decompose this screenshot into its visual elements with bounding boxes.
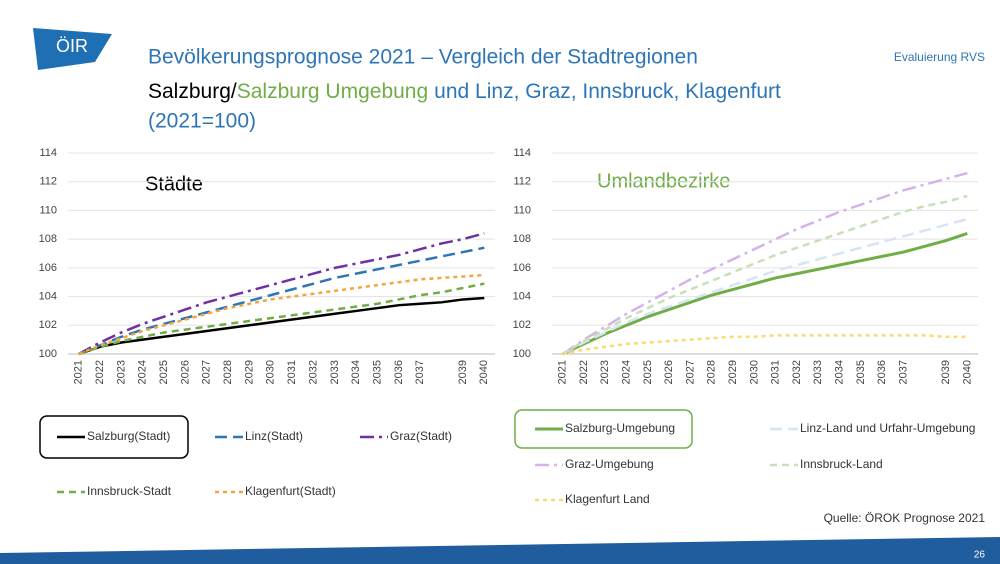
x-tick-label: 2033 <box>812 360 824 384</box>
y-tick-label: 112 <box>39 176 57 188</box>
y-tick-label: 106 <box>39 262 57 274</box>
y-tick-label: 106 <box>513 262 531 274</box>
y-tick-label: 110 <box>513 204 531 216</box>
source: Quelle: ÖROK Prognose 2021 <box>824 511 986 525</box>
x-tick-label: 2027 <box>201 360 213 384</box>
x-tick-label: 2039 <box>940 360 952 384</box>
series-line <box>562 334 968 356</box>
chart-title: Städte <box>145 173 203 195</box>
y-tick-label: 110 <box>39 204 57 216</box>
subtitle-part: und Linz, Graz, Innsbruck, Klagenfurt <box>434 80 781 103</box>
x-tick-label: 2028 <box>222 360 234 384</box>
x-tick-label: 2026 <box>179 360 191 384</box>
x-tick-label: 2039 <box>457 360 469 384</box>
slide-title: Bevölkerungsprognose 2021 – Vergleich de… <box>148 46 698 69</box>
x-tick-label: 2031 <box>286 360 298 384</box>
legend-highlight <box>39 415 189 459</box>
x-tick-label: 2021 <box>557 360 569 384</box>
x-tick-label: 2032 <box>791 360 803 384</box>
x-tick-label: 2033 <box>329 360 341 384</box>
x-tick-label: 2040 <box>961 360 973 384</box>
y-tick-label: 114 <box>39 147 57 159</box>
legend-label: Klagenfurt(Stadt) <box>245 484 336 498</box>
x-tick-label: 2035 <box>855 360 867 384</box>
legend-label: Graz-Umgebung <box>565 457 654 471</box>
legend-label: Salzburg-Umgebung <box>565 421 675 435</box>
y-tick-label: 102 <box>39 319 57 331</box>
x-tick-label: 2024 <box>137 360 149 384</box>
series-line <box>78 246 485 356</box>
slide-subtitle-line2: (2021=100) <box>148 110 256 133</box>
y-tick-label: 100 <box>39 348 57 360</box>
x-tick-label: 2023 <box>115 360 127 384</box>
x-tick-label: 2029 <box>243 360 255 384</box>
x-tick-label: 2031 <box>770 360 782 384</box>
x-tick-label: 2025 <box>158 360 170 384</box>
legend-label: Innsbruck-Land <box>800 457 883 471</box>
y-tick-label: 112 <box>513 176 531 188</box>
x-tick-label: 2040 <box>478 360 490 384</box>
y-tick-label: 102 <box>513 319 531 331</box>
x-tick-label: 2036 <box>876 360 888 384</box>
x-tick-label: 2032 <box>307 360 319 384</box>
footer-band <box>0 537 1000 564</box>
page-number: 26 <box>974 550 986 561</box>
legend-label: Linz(Stadt) <box>245 429 303 443</box>
x-tick-label: 2028 <box>706 360 718 384</box>
y-tick-label: 100 <box>513 348 531 360</box>
series-line <box>78 232 485 356</box>
series-line <box>562 231 968 356</box>
series-line <box>78 273 485 356</box>
x-tick-label: 2025 <box>642 360 654 384</box>
logo-text: ÖIR <box>56 36 88 56</box>
x-tick-label: 2022 <box>578 360 590 384</box>
legend-label: Salzburg(Stadt) <box>87 429 170 443</box>
x-tick-label: 2034 <box>350 360 362 384</box>
y-tick-label: 104 <box>513 290 531 302</box>
x-tick-label: 2027 <box>684 360 696 384</box>
x-tick-label: 2037 <box>414 360 426 384</box>
y-tick-label: 114 <box>513 147 531 159</box>
series-line <box>562 217 968 356</box>
x-tick-label: 2035 <box>371 360 383 384</box>
x-tick-label: 2021 <box>73 360 85 384</box>
series-line <box>78 282 485 356</box>
x-tick-label: 2029 <box>727 360 739 384</box>
slide-subtitle: Salzburg/Salzburg Umgebung und Linz, Graz… <box>148 80 781 103</box>
legend-label: Linz-Land und Urfahr-Umgebung <box>800 421 975 435</box>
legend-highlight <box>514 409 693 449</box>
x-tick-label: 2026 <box>663 360 675 384</box>
logo-shape <box>33 28 112 70</box>
x-tick-label: 2030 <box>748 360 760 384</box>
x-tick-label: 2030 <box>265 360 277 384</box>
x-tick-label: 2034 <box>833 360 845 384</box>
tag: Evaluierung RVS <box>894 50 985 64</box>
x-tick-label: 2022 <box>94 360 106 384</box>
legend-label: Innsbruck-Stadt <box>87 484 172 498</box>
legend-label: Klagenfurt Land <box>565 492 650 506</box>
subtitle-part: Salzburg/ <box>148 80 237 103</box>
x-tick-label: 2023 <box>599 360 611 384</box>
x-tick-label: 2036 <box>393 360 405 384</box>
subtitle-part: Salzburg Umgebung <box>237 80 428 103</box>
legend-label: Graz(Stadt) <box>390 429 452 443</box>
series-line <box>78 296 485 356</box>
x-tick-label: 2024 <box>620 360 632 384</box>
series-line <box>562 194 968 356</box>
y-tick-label: 108 <box>39 233 57 245</box>
y-tick-label: 108 <box>513 233 531 245</box>
y-tick-label: 104 <box>39 290 57 302</box>
x-tick-label: 2037 <box>897 360 909 384</box>
